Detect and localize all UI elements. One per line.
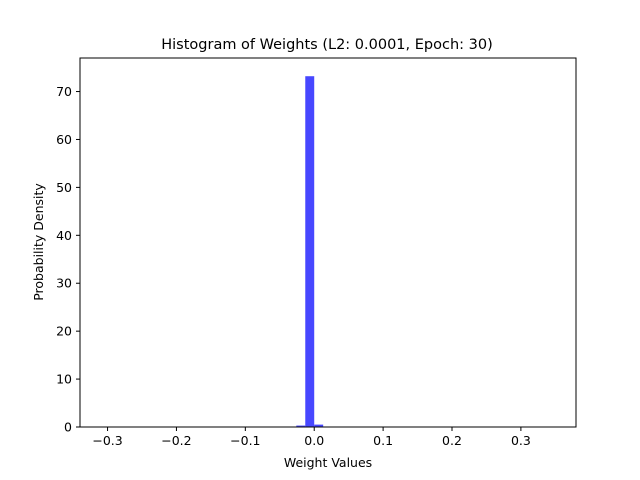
x-axis-ticks: −0.3 −0.2 −0.1 0.0 0.1 0.2 0.3 — [92, 427, 531, 448]
y-tick-label: 40 — [56, 228, 72, 243]
chart-title: Histogram of Weights (L2: 0.0001, Epoch:… — [161, 37, 493, 53]
histogram-bar-1 — [305, 76, 315, 427]
y-tick-label: 30 — [56, 276, 72, 291]
x-tick-label: −0.2 — [161, 433, 191, 448]
x-tick-label: 0.2 — [442, 433, 462, 448]
y-tick-label: 50 — [56, 180, 72, 195]
x-axis-label: Weight Values — [284, 455, 372, 470]
bars-group — [296, 76, 324, 427]
x-tick-label: 0.3 — [511, 433, 531, 448]
y-tick-label: 70 — [56, 84, 72, 99]
y-tick-label: 20 — [56, 324, 72, 339]
y-axis-ticks: 0 10 20 30 40 50 60 70 — [56, 84, 80, 435]
plot-frame — [79, 57, 577, 428]
x-tick-label: 0.1 — [373, 433, 393, 448]
x-tick-label: −0.1 — [230, 433, 260, 448]
y-tick-label: 60 — [56, 132, 72, 147]
histogram-bar-2 — [314, 424, 324, 427]
y-tick-label: 10 — [56, 372, 72, 387]
x-tick-label: 0.0 — [304, 433, 324, 448]
y-tick-label: 0 — [64, 420, 72, 435]
x-tick-label: −0.3 — [92, 433, 122, 448]
y-axis-label: Probability Density — [31, 183, 46, 301]
histogram-bar-0 — [296, 425, 306, 427]
